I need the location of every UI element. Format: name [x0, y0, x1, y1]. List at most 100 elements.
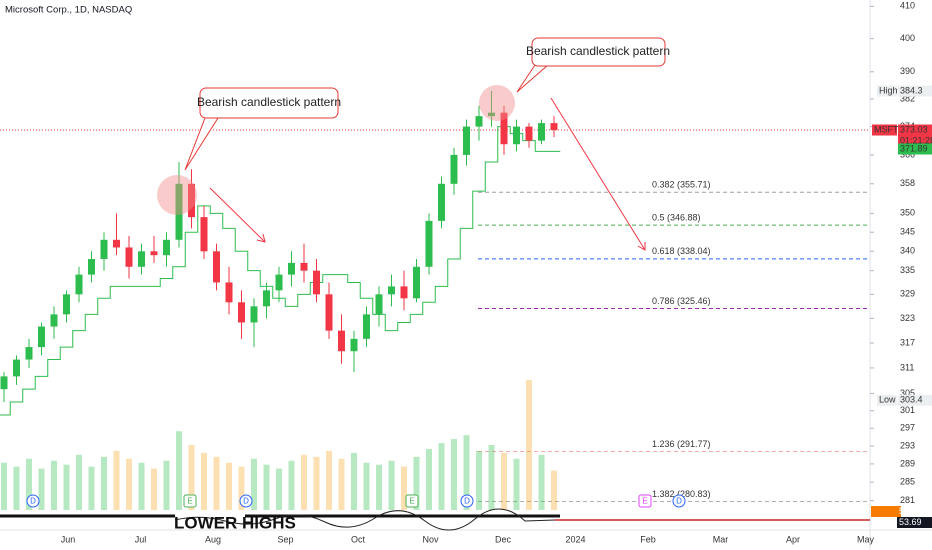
- volume-bar: [388, 460, 395, 510]
- candle-body: [313, 270, 320, 295]
- volume-bar: [63, 464, 70, 510]
- volume-bar: [113, 450, 120, 510]
- indicator-value: 53.69: [899, 517, 922, 527]
- candle-body: [413, 266, 420, 299]
- price-badge-label: 373.03: [900, 124, 928, 134]
- chart-title: Microsoft Corp., 1D, NASDAQ: [5, 5, 132, 16]
- candle-body: [425, 220, 433, 267]
- candle-body: [13, 359, 20, 377]
- y-tick-label: 285: [900, 477, 915, 487]
- candle-body: [550, 123, 558, 131]
- volume-bar: [51, 460, 57, 510]
- indicator-value: 54.75: [899, 506, 922, 516]
- event-label: D: [30, 497, 36, 506]
- volume-bar: [13, 466, 20, 510]
- event-marker: [239, 494, 253, 508]
- volume-bar: [538, 454, 545, 510]
- event-marker: [638, 494, 652, 508]
- volume-bar: [213, 456, 220, 510]
- highlight-circle: [157, 175, 197, 215]
- volume-bar: [151, 468, 157, 510]
- x-tick-label: Dec: [495, 534, 512, 544]
- callout-pointer: [516, 64, 549, 93]
- y-tick-label: 293: [900, 440, 915, 450]
- candle-body: [325, 294, 333, 331]
- candle-body: [500, 112, 508, 145]
- candle-body: [538, 123, 545, 141]
- callout-pointer: [184, 117, 219, 171]
- y-tick-label: 289: [900, 458, 915, 468]
- candle-body: [300, 262, 308, 271]
- event-label: E: [642, 497, 647, 506]
- volume-bar: [163, 460, 170, 510]
- candle-body: [150, 251, 158, 256]
- y-tick-label: 400: [900, 33, 915, 43]
- volume-bar: [226, 462, 232, 510]
- candle-body: [338, 330, 345, 352]
- volume-bar: [488, 445, 495, 510]
- candle-body: [38, 326, 45, 348]
- candle-body: [350, 338, 358, 352]
- candle-body: [363, 314, 370, 339]
- price-badge: [898, 85, 932, 97]
- x-tick-label: Aug: [205, 534, 221, 544]
- y-tick-label: 340: [900, 246, 915, 256]
- high-tag: [877, 85, 897, 97]
- event-label: E: [187, 497, 192, 506]
- fib-label: 0.382 (355.71): [652, 180, 711, 190]
- volume-bar: [463, 435, 470, 510]
- volume-bar: [413, 456, 420, 510]
- fib-label: 1.382 (280.83): [652, 489, 711, 499]
- volume-bar: [138, 462, 145, 510]
- candle-body: [438, 183, 445, 221]
- indicator-label: LOWER HIGHS: [174, 513, 296, 532]
- candle-body: [525, 126, 533, 141]
- volume-bar: [1, 462, 7, 510]
- volume-bar: [351, 452, 357, 510]
- y-tick-label: 305: [900, 388, 915, 398]
- candle-body: [475, 116, 483, 127]
- candle-body: [375, 294, 383, 315]
- candle-body: [450, 154, 458, 184]
- candle-body: [263, 290, 270, 307]
- candle-body: [225, 282, 233, 303]
- volume-bar: [76, 454, 82, 510]
- candle-body: [100, 239, 108, 260]
- volume-bar: [501, 452, 507, 510]
- event-marker: [405, 494, 419, 508]
- countdown-tag: [898, 135, 932, 147]
- volume-bar: [326, 450, 332, 510]
- volume-bar: [201, 452, 207, 510]
- callout-box: [531, 37, 666, 67]
- volume-bar: [438, 443, 445, 510]
- volume-bar: [551, 470, 557, 510]
- candle-body: [163, 239, 170, 256]
- symbol-label: MSFT: [874, 124, 899, 134]
- volume-bar: [301, 454, 307, 510]
- y-tick-label: 329: [900, 289, 915, 299]
- volume-bar: [376, 464, 382, 510]
- candle-body: [88, 259, 95, 275]
- x-tick-label: Sep: [277, 534, 293, 544]
- annotation: Bearish candlestick pattern: [526, 44, 670, 58]
- candle-body: [125, 247, 133, 267]
- candle-body: [513, 126, 520, 145]
- x-tick-label: Oct: [351, 534, 366, 544]
- x-tick-label: Apr: [786, 534, 800, 544]
- low-tag: [877, 394, 897, 406]
- y-tick-label: 335: [900, 265, 915, 275]
- volume-bar: [313, 456, 320, 510]
- y-tick-label: 358: [900, 178, 915, 188]
- volume-bar: [363, 462, 370, 510]
- indicator-badge: [897, 517, 932, 528]
- event-marker: [460, 494, 474, 508]
- candle-body: [25, 347, 33, 360]
- volume-bar: [338, 458, 345, 510]
- price-badge-label: 371.89: [900, 143, 928, 153]
- event-label: D: [464, 497, 470, 506]
- fib-label: 0.618 (338.04): [652, 246, 711, 256]
- symbol-tag: [872, 124, 897, 136]
- volume-bar: [251, 458, 257, 510]
- volume-bar: [426, 448, 432, 510]
- x-tick-label: Jul: [135, 534, 147, 544]
